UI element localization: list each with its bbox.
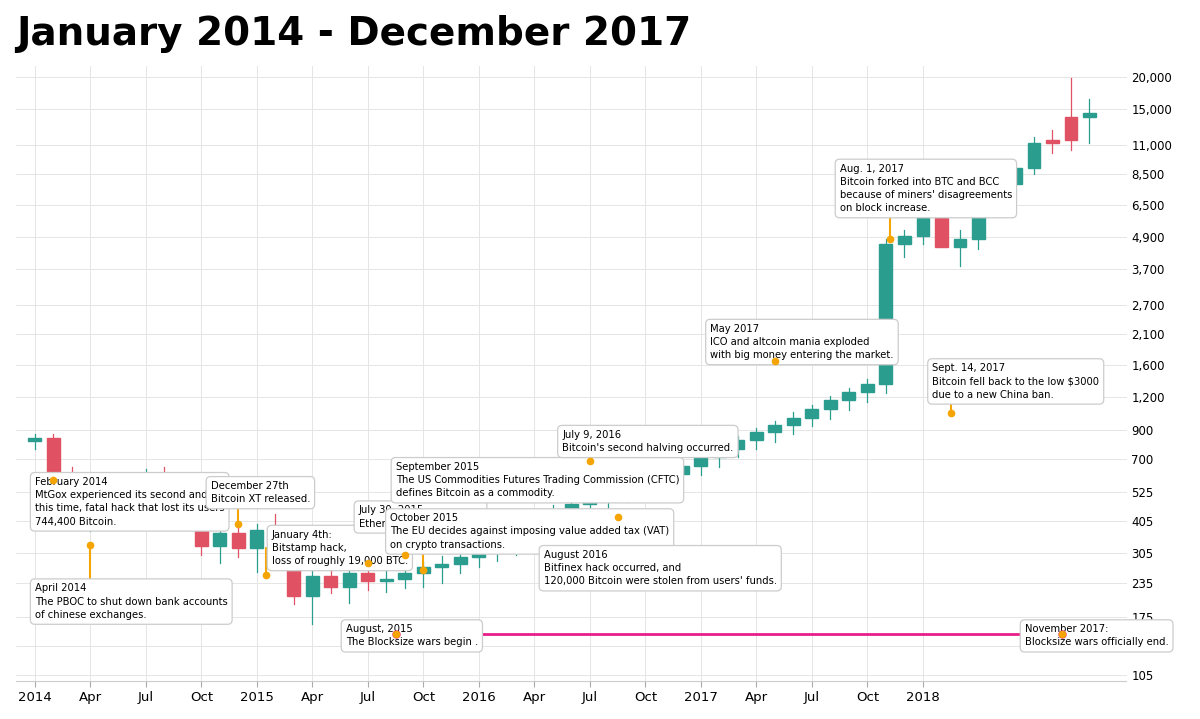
- Bar: [102, 490, 115, 507]
- Text: July 9, 2016
Bitcoin's second halving occurred.: July 9, 2016 Bitcoin's second halving oc…: [562, 430, 733, 453]
- Bar: [1046, 139, 1058, 143]
- Bar: [768, 425, 781, 432]
- Bar: [972, 188, 985, 239]
- Text: November 2017:
Blocksize wars officially end.: November 2017: Blocksize wars officially…: [1025, 624, 1169, 648]
- Bar: [565, 504, 578, 512]
- Bar: [398, 572, 412, 579]
- Bar: [638, 480, 652, 487]
- Bar: [658, 474, 671, 480]
- Text: January 2014 - December 2017: January 2014 - December 2017: [17, 15, 691, 53]
- Bar: [935, 218, 948, 247]
- Bar: [139, 477, 152, 493]
- Text: Aug. 1, 2017
Bitcoin forked into BTC and BCC
because of miners' disagreements
on: Aug. 1, 2017 Bitcoin forked into BTC and…: [840, 164, 1012, 214]
- Bar: [416, 567, 430, 572]
- Bar: [602, 493, 614, 498]
- Bar: [176, 497, 190, 523]
- Text: October 2015
The EU decides against imposing value added tax (VAT)
on crypto tra: October 2015 The EU decides against impo…: [390, 513, 670, 549]
- Bar: [214, 533, 227, 546]
- Bar: [343, 572, 356, 587]
- Text: July 30, 2015
Ethereum was launched.: July 30, 2015 Ethereum was launched.: [359, 505, 482, 528]
- Bar: [158, 477, 170, 497]
- Text: April 2014
The PBOC to shut down bank accounts
of chinese exchanges.: April 2014 The PBOC to shut down bank ac…: [35, 583, 228, 620]
- Bar: [510, 533, 522, 544]
- Bar: [121, 493, 134, 507]
- Bar: [66, 484, 78, 508]
- Bar: [583, 498, 596, 504]
- Bar: [732, 440, 744, 449]
- Bar: [251, 530, 263, 548]
- Text: Sept. 14, 2017
Bitcoin fell back to the low $3000
due to a new China ban.: Sept. 14, 2017 Bitcoin fell back to the …: [932, 363, 1099, 400]
- Text: February 2014
MtGox experienced its second and,
this time, fatal hack that lost : February 2014 MtGox experienced its seco…: [35, 477, 224, 526]
- Bar: [917, 218, 930, 236]
- Bar: [620, 487, 634, 493]
- Bar: [990, 184, 1003, 188]
- Bar: [47, 438, 60, 484]
- Bar: [1027, 143, 1040, 168]
- Bar: [84, 490, 97, 508]
- Bar: [676, 466, 689, 474]
- Text: December 27th
Bitcoin XT released.: December 27th Bitcoin XT released.: [211, 481, 310, 504]
- Bar: [898, 236, 911, 244]
- Text: May 2017
ICO and altcoin mania exploded
with big money entering the market.: May 2017 ICO and altcoin mania exploded …: [710, 324, 894, 360]
- Bar: [695, 457, 708, 466]
- Bar: [805, 409, 818, 418]
- Bar: [436, 564, 449, 567]
- Text: August, 2015
The Blocksize wars begin .: August, 2015 The Blocksize wars begin .: [346, 624, 478, 648]
- Bar: [824, 400, 836, 409]
- Bar: [491, 544, 504, 551]
- Bar: [306, 576, 319, 596]
- Bar: [1009, 168, 1022, 184]
- Bar: [194, 523, 208, 546]
- Bar: [787, 418, 800, 425]
- Bar: [473, 551, 486, 557]
- Bar: [269, 530, 282, 557]
- Bar: [954, 239, 966, 247]
- Bar: [29, 438, 41, 441]
- Bar: [842, 393, 856, 400]
- Bar: [713, 449, 726, 457]
- Bar: [1064, 117, 1078, 139]
- Bar: [1084, 114, 1096, 117]
- Bar: [232, 533, 245, 548]
- Bar: [546, 512, 559, 524]
- Bar: [288, 557, 300, 596]
- Bar: [380, 579, 392, 581]
- Bar: [528, 524, 541, 533]
- Bar: [880, 244, 893, 384]
- Text: January 4th:
Bitstamp hack,
loss of roughly 19,000 BTC.: January 4th: Bitstamp hack, loss of roug…: [271, 530, 408, 566]
- Bar: [860, 384, 874, 393]
- Bar: [324, 576, 337, 587]
- Text: August 2016
Bitfinex hack occurred, and
120,000 Bitcoin were stolen from users' : August 2016 Bitfinex hack occurred, and …: [544, 550, 776, 587]
- Bar: [454, 557, 467, 564]
- Text: September 2015
The US Commodities Futures Trading Commission (CFTC)
defines Bitc: September 2015 The US Commodities Future…: [396, 462, 679, 498]
- Bar: [361, 572, 374, 581]
- Bar: [750, 432, 763, 440]
